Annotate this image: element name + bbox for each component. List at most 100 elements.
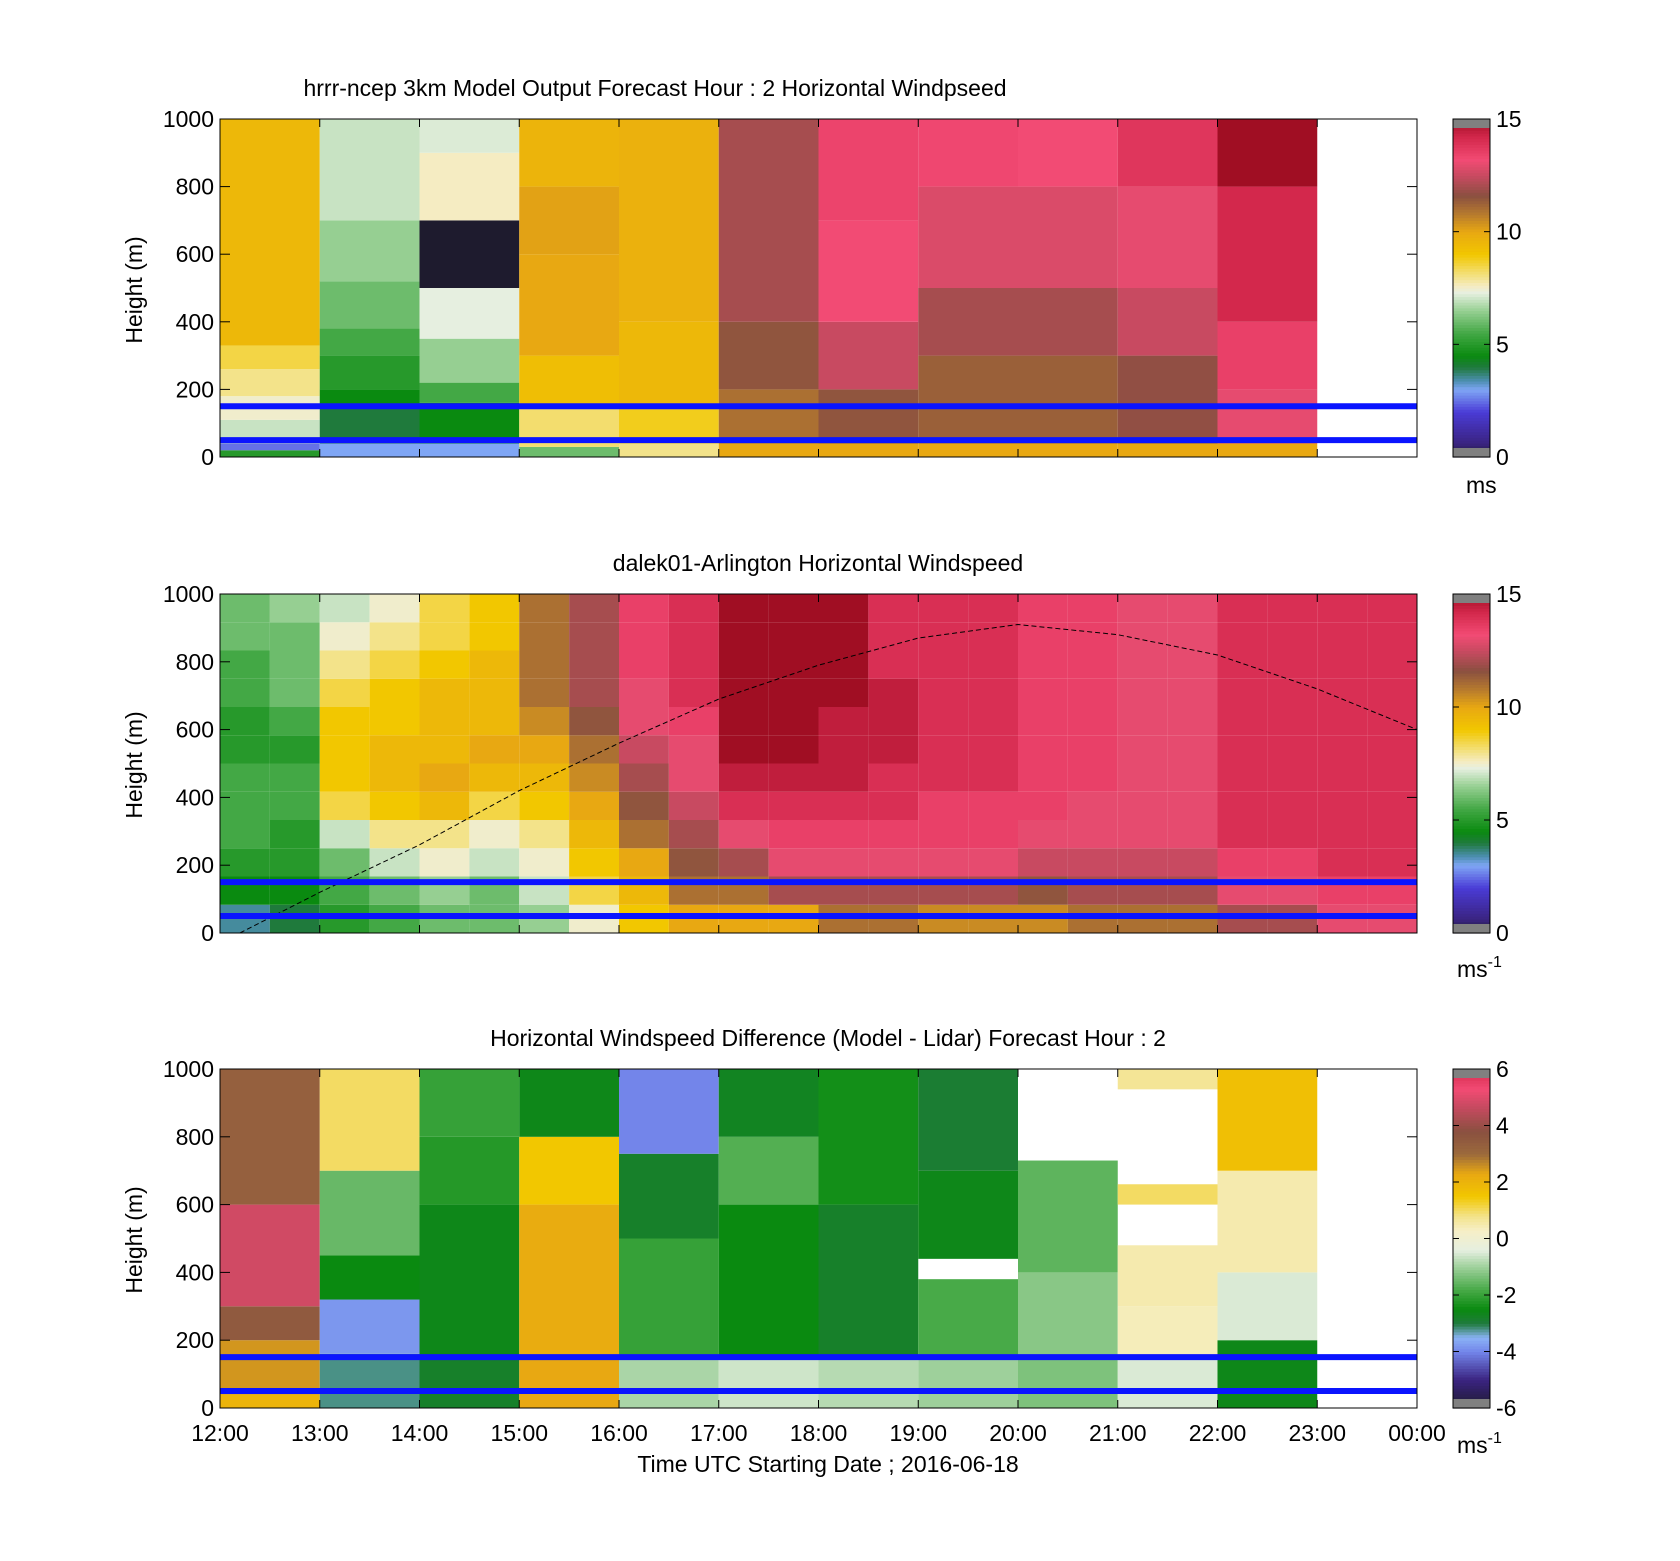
colorbar-segment <box>1453 729 1490 734</box>
heatmap-cell <box>718 321 819 390</box>
heatmap-cell <box>818 763 869 792</box>
colorbar-segment <box>1453 1393 1490 1398</box>
heatmap-cell <box>319 1170 420 1256</box>
colorbar-segment <box>1453 335 1490 340</box>
heatmap-cell <box>419 594 470 623</box>
colorbar-segment <box>1453 1292 1490 1296</box>
colorbar-segment <box>1453 389 1490 393</box>
heatmap-cell <box>1067 848 1118 877</box>
heatmap-cell <box>718 763 769 792</box>
colorbar-segment <box>1453 811 1490 815</box>
colorbar-tick-label: 4 <box>1496 1113 1509 1139</box>
heatmap-cell <box>419 1136 520 1205</box>
colorbar-segment <box>1453 324 1490 329</box>
heatmap-cell <box>718 622 769 651</box>
heatmap-cell <box>668 791 719 820</box>
heatmap-cell <box>220 848 270 877</box>
heatmap-cell <box>619 1153 719 1239</box>
heatmap-cell <box>1317 791 1368 820</box>
colorbar-segment <box>1453 251 1490 255</box>
colorbar-segment <box>1453 288 1490 292</box>
heatmap-cell <box>1018 186 1118 288</box>
heatmap-cell <box>1018 707 1068 736</box>
colorbar-segment <box>1453 822 1490 827</box>
colorbar-segment <box>1453 1077 1490 1081</box>
colorbar-segment <box>1453 735 1490 739</box>
colorbar-segment <box>1453 192 1490 196</box>
colorbar-segment <box>1453 245 1490 250</box>
x-tick-label: 18:00 <box>790 1420 848 1446</box>
heatmap-cell <box>918 678 969 707</box>
colorbar-segment <box>1453 1131 1490 1135</box>
heatmap-cell <box>918 622 969 651</box>
colorbar-segment <box>1453 644 1490 649</box>
heatmap-cell <box>619 678 669 707</box>
y-tick-label: 600 <box>176 717 214 743</box>
heatmap-cell <box>818 848 869 877</box>
heatmap-cell <box>419 443 520 457</box>
heatmap-cell <box>668 820 719 849</box>
colorbar-segment <box>1453 630 1490 635</box>
colorbar-segment <box>1453 1314 1490 1319</box>
colorbar-segment <box>1453 647 1490 652</box>
colorbar-segment <box>1453 797 1490 801</box>
colorbar-segment <box>1453 752 1490 756</box>
colorbar-segment <box>1453 1182 1490 1186</box>
colorbar-segment <box>1453 383 1490 388</box>
colorbar-segment <box>1453 299 1490 303</box>
heatmap-cell <box>619 594 669 623</box>
heatmap-cell <box>569 650 619 679</box>
heatmap-cell <box>968 763 1018 792</box>
colorbar-segment <box>1453 183 1490 188</box>
colorbar-segment <box>1453 743 1490 748</box>
heatmap-cell <box>1167 594 1218 623</box>
heatmap-cell <box>868 848 919 877</box>
colorbar-segment <box>1453 307 1490 312</box>
colorbar-segment <box>1453 627 1490 632</box>
y-tick-label: 800 <box>176 174 214 200</box>
colorbar-segment <box>1453 1306 1490 1310</box>
colorbar-segment <box>1453 240 1490 244</box>
colorbar-segment <box>1453 200 1490 205</box>
heatmap-cell <box>1267 848 1318 877</box>
heatmap-cell <box>1217 1069 1318 1171</box>
colorbar-segment <box>1453 848 1490 852</box>
heatmap-cell <box>1018 735 1068 764</box>
heatmap-cell <box>319 707 370 736</box>
heatmap-cell <box>1217 321 1318 390</box>
colorbar-segment <box>1453 1238 1490 1242</box>
heatmap-cell <box>369 820 420 849</box>
heatmap-cell <box>718 791 769 820</box>
y-tick-label: 600 <box>176 1192 214 1218</box>
heatmap-cell <box>918 735 969 764</box>
heatmap-cell <box>1117 650 1168 679</box>
colorbar-segment <box>1453 1190 1490 1194</box>
heatmap-cell <box>768 820 819 849</box>
colorbar-segment <box>1453 144 1490 148</box>
colorbar-segment <box>1453 206 1490 210</box>
heatmap-cell <box>768 622 819 651</box>
heatmap-cell <box>1267 594 1318 623</box>
heatmap-cell <box>718 820 769 849</box>
heatmap-cell <box>1117 186 1218 288</box>
heatmap-cell <box>1217 678 1268 707</box>
heatmap-cell <box>1367 848 1417 877</box>
x-tick-label: 13:00 <box>291 1420 349 1446</box>
colorbar-segment <box>1453 746 1490 750</box>
heatmap-cell <box>918 119 1018 187</box>
heatmap-cell <box>668 622 719 651</box>
colorbar-segment <box>1453 378 1490 382</box>
heatmap-cell <box>1317 650 1368 679</box>
heatmap-cell <box>1018 443 1118 457</box>
heatmap-cell <box>918 1170 1018 1259</box>
colorbar-segment <box>1453 1201 1490 1206</box>
colorbar: -6 -4 -2 0 2 4 6 <box>1452 1056 1517 1421</box>
colorbar-segment <box>1453 1266 1490 1271</box>
colorbar-segment <box>1453 268 1490 272</box>
heatmap-cell <box>519 1136 619 1205</box>
heatmap-cell <box>1317 735 1368 764</box>
y-tick-label: 600 <box>176 241 214 267</box>
heatmap-cell <box>968 820 1018 849</box>
heatmap-cell <box>519 735 570 764</box>
colorbar-segment <box>1453 760 1490 765</box>
